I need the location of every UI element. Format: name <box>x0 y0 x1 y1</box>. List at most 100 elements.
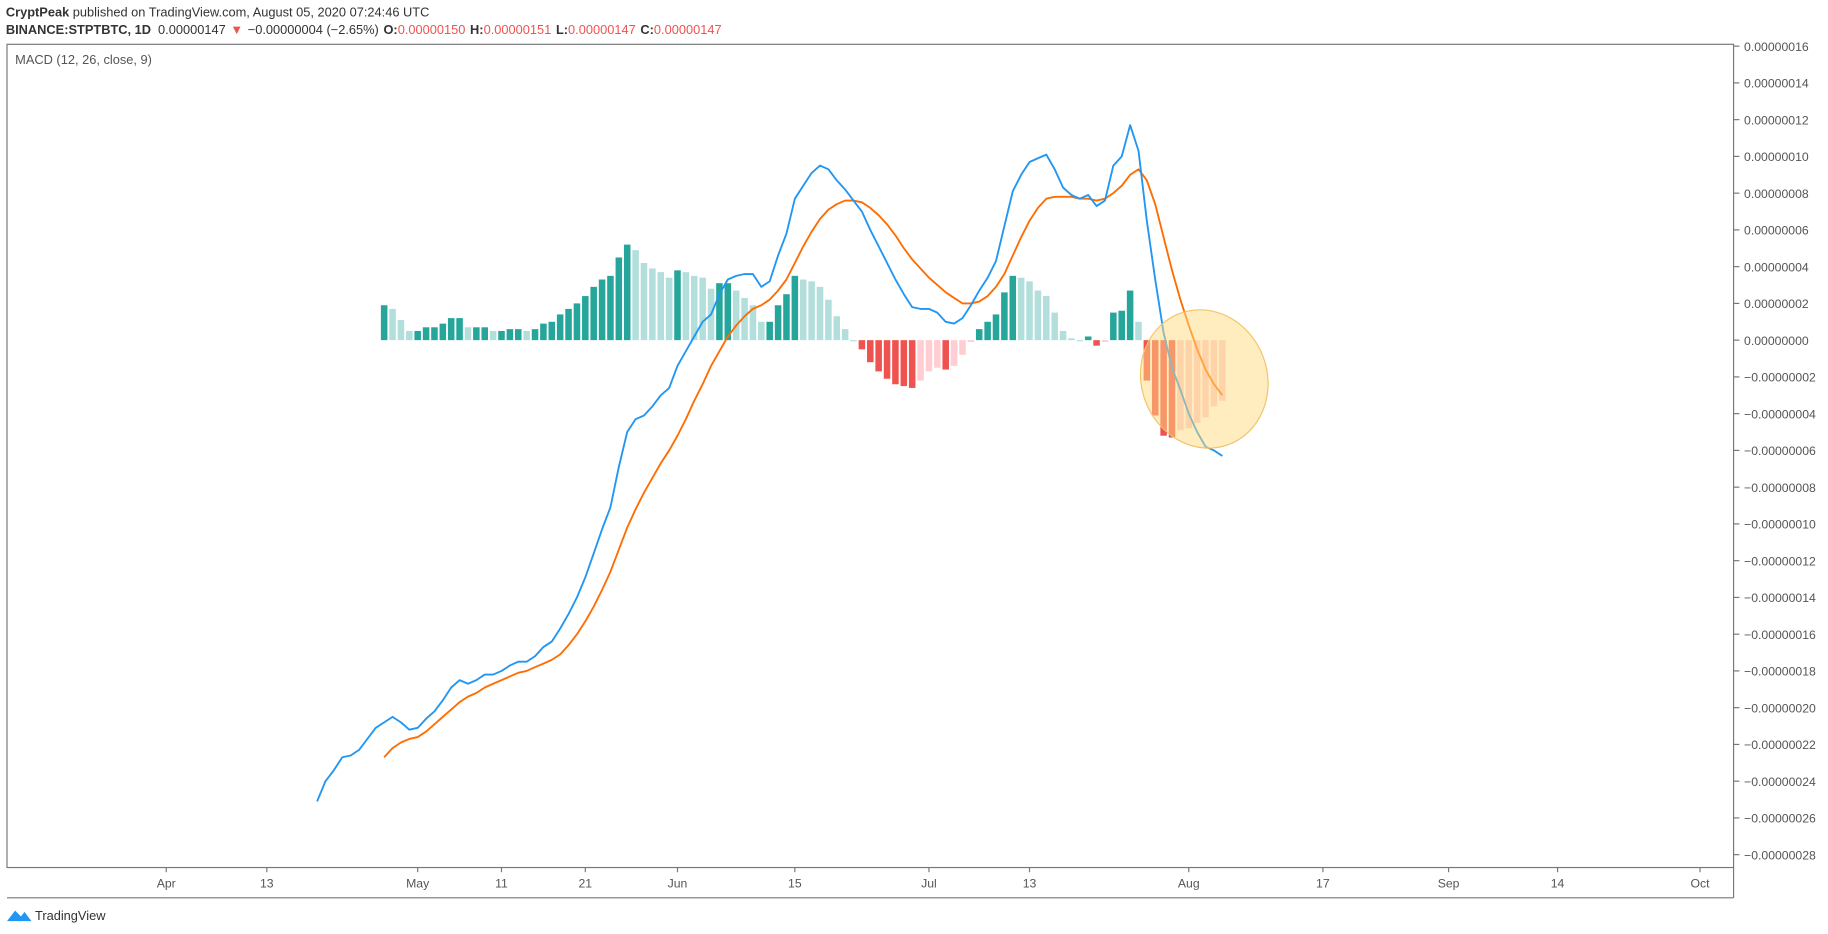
histogram-bar <box>422 327 430 341</box>
x-tick-label: Jul <box>921 876 937 890</box>
histogram-bar <box>850 340 857 342</box>
histogram-bar <box>1084 336 1092 341</box>
x-tick-label: Aug <box>1178 876 1200 890</box>
histogram-bar <box>883 340 891 379</box>
y-tick-label: −0.00000020 <box>1744 701 1816 715</box>
histogram-bar <box>691 275 698 341</box>
y-tick-label: 0.00000006 <box>1744 224 1809 238</box>
histogram-bar <box>1068 338 1075 341</box>
y-tick-label: 0.00000004 <box>1744 260 1809 274</box>
header: CryptPeak published on TradingView.com, … <box>6 4 430 19</box>
histogram-bar <box>649 268 656 341</box>
histogram-bar <box>791 275 799 341</box>
histogram-bar <box>615 257 623 341</box>
histogram-bar <box>774 305 782 341</box>
quote-line: BINANCE:STPTBTC, 1D 0.00000147 ▼ −0.0000000… <box>6 22 722 37</box>
histogram-bar <box>1118 310 1125 341</box>
x-tick-label: Oct <box>1691 876 1711 890</box>
histogram-bar <box>406 330 413 341</box>
histogram-bar <box>1135 321 1142 341</box>
y-tick-label: 0.00000014 <box>1744 77 1809 91</box>
logo: TradingView <box>6 908 106 923</box>
histogram-bar <box>1034 290 1042 341</box>
histogram-bar <box>514 329 522 341</box>
histogram-bar <box>447 318 455 341</box>
y-tick-label: −0.00000010 <box>1744 518 1816 532</box>
histogram-bar <box>900 340 908 387</box>
y-tick-label: −0.00000018 <box>1744 665 1816 679</box>
histogram-bar <box>565 308 572 341</box>
histogram-bar <box>875 340 882 372</box>
histogram-bar <box>975 329 983 341</box>
histogram-bar <box>841 329 849 341</box>
histogram-bar <box>758 321 765 341</box>
histogram-bar <box>1101 340 1109 342</box>
x-tick-label: 11 <box>495 876 508 890</box>
histogram-bar <box>984 321 991 341</box>
histogram-bar <box>732 290 740 341</box>
histogram-bar <box>573 303 581 341</box>
histogram-bar <box>1051 312 1058 341</box>
histogram-bar <box>397 319 405 341</box>
low: 0.00000147 <box>568 22 636 37</box>
histogram-bar <box>942 340 949 370</box>
histogram-bar <box>741 297 748 341</box>
histogram-bar <box>456 318 463 341</box>
change: −0.00000004 (−2.65%) <box>248 22 379 37</box>
y-tick-label: −0.00000028 <box>1744 848 1816 862</box>
histogram-bar <box>967 340 975 342</box>
x-tick-label: 13 <box>1023 876 1037 890</box>
macd-line <box>316 124 1223 802</box>
histogram-bar <box>908 340 916 388</box>
symbol: BINANCE:STPTBTC, 1D <box>6 22 151 37</box>
open: 0.00000150 <box>398 22 466 37</box>
indicator-title: MACD (12, 26, close, 9) <box>15 52 152 67</box>
y-tick-label: −0.00000016 <box>1744 628 1816 642</box>
histogram-bar <box>1076 340 1084 342</box>
x-tick-label: May <box>406 876 430 890</box>
histogram-bar <box>623 244 631 341</box>
histogram-bar <box>498 330 505 341</box>
histogram-bar <box>1126 290 1134 341</box>
high: 0.00000151 <box>484 22 552 37</box>
histogram-bar <box>657 272 665 341</box>
x-tick-label: Sep <box>1438 876 1460 890</box>
histogram-bar <box>992 314 1000 341</box>
histogram-bar <box>682 272 690 341</box>
x-tick-label: 15 <box>788 876 802 890</box>
y-tick-label: −0.00000008 <box>1744 481 1816 495</box>
histogram-bar <box>414 330 421 341</box>
histogram-bar <box>925 340 933 372</box>
histogram-bar <box>1059 330 1067 341</box>
y-tick-label: 0.00000000 <box>1744 334 1809 348</box>
x-tick-label: Apr <box>157 876 176 890</box>
histogram-bar <box>607 275 614 341</box>
histogram-bar <box>598 279 606 341</box>
histogram-bar <box>439 323 447 341</box>
histogram-bar <box>1093 340 1100 346</box>
x-tick-label: 14 <box>1551 876 1565 890</box>
close: 0.00000147 <box>654 22 722 37</box>
histogram-bar <box>867 340 874 363</box>
histogram-bar <box>481 327 489 341</box>
published: published on TradingView.com, August 05,… <box>69 4 429 19</box>
y-tick-label: 0.00000002 <box>1744 297 1809 311</box>
x-tick-label: 17 <box>1316 876 1330 890</box>
histogram-bar <box>665 277 673 341</box>
histogram-bar <box>640 262 648 341</box>
x-tick-label: 21 <box>579 876 593 890</box>
histogram-bar <box>556 314 564 341</box>
highlight <box>1139 309 1269 449</box>
y-tick-label: −0.00000026 <box>1744 812 1816 826</box>
y-tick-label: −0.00000006 <box>1744 444 1816 458</box>
histogram-bar <box>489 330 497 341</box>
histogram-bar <box>590 286 597 341</box>
histogram-bar <box>473 327 480 341</box>
histogram-bar <box>1017 277 1025 341</box>
x-tick-label: Jun <box>668 876 688 890</box>
histogram-bar <box>1110 312 1117 341</box>
y-tick-label: −0.00000024 <box>1744 775 1816 789</box>
x-tick-label: 13 <box>260 876 274 890</box>
y-tick-label: −0.00000012 <box>1744 554 1816 568</box>
